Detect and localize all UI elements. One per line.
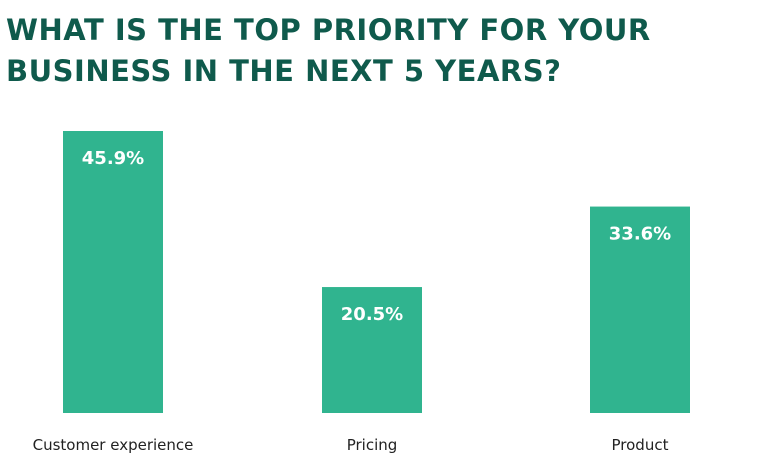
category-label: Product	[612, 436, 669, 454]
value-label: 33.6%	[609, 224, 671, 245]
bar-product	[590, 206, 690, 413]
value-label: 20.5%	[341, 304, 403, 325]
bar-pricing	[322, 287, 422, 413]
chart-title: WHAT IS THE TOP PRIORITY FOR YOUR BUSINE…	[6, 13, 651, 88]
category-labels-group: Customer experience Pricing Product	[33, 436, 669, 454]
value-label: 45.9%	[82, 148, 144, 169]
bar-customer-experience	[63, 131, 163, 413]
category-label: Customer experience	[33, 436, 194, 454]
bars-group	[63, 131, 690, 413]
value-labels-group: 45.9% 20.5% 33.6%	[82, 148, 671, 325]
category-label: Pricing	[347, 436, 398, 454]
